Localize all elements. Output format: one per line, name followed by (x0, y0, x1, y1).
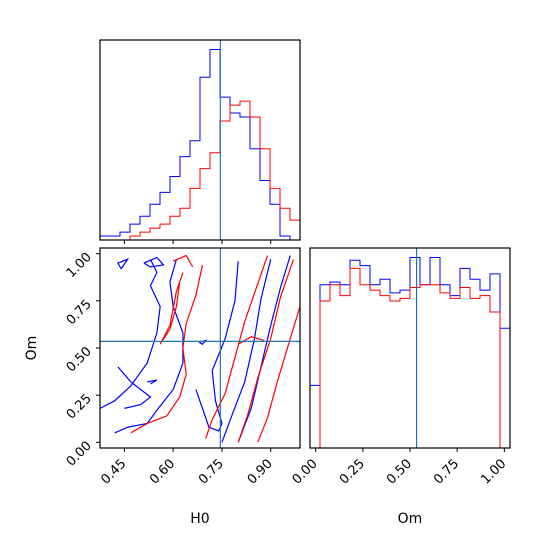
joint-x-tick-label-0: 0.45 (98, 456, 129, 487)
om-hist-x-tick-label-4: 1.00 (478, 456, 509, 487)
om-hist-x-tick-label-2: 0.50 (384, 456, 415, 487)
contour-series-2-level-6 (237, 336, 265, 345)
joint-y-tick-label-4: 1.00 (64, 250, 95, 281)
contour-series-1-level-7 (221, 259, 272, 443)
om-histogram-frame (309, 247, 511, 449)
joint-y-tick-label-3: 0.75 (64, 297, 95, 328)
contour-series-1-level-3 (117, 366, 152, 409)
contour-series-2-level-1 (130, 264, 204, 434)
contour-series-1-level-1 (100, 259, 161, 409)
joint-x-tick-label-3: 0.90 (245, 456, 276, 487)
joint-y-tick-label-2: 0.50 (64, 344, 95, 375)
contour-series-1-level-4 (117, 258, 130, 270)
contour-series-2-level-4 (237, 259, 295, 443)
joint-frame (99, 247, 301, 449)
contour-series-1-level-2 (114, 259, 184, 434)
h0-histogram-series-1 (100, 49, 300, 240)
joint-x-tick-label-2: 0.75 (196, 456, 227, 487)
joint-y-tick-label-1: 0.25 (64, 391, 95, 422)
contour-series-2-level-5 (257, 306, 300, 443)
h0-om-contour-panel: 0.45 0.60 0.75 0.90 0.00 0.25 0.50 0.75 1.00 (64, 247, 301, 488)
contour-series-2-level-3 (205, 255, 269, 439)
om-hist-x-tick-label-1: 0.25 (337, 456, 368, 487)
joint-x-tick-label-1: 0.60 (147, 456, 178, 487)
om-y-axis-label: Om (24, 336, 40, 361)
joint-y-tick-label-0: 0.00 (64, 439, 95, 470)
h0-axis-label: H0 (190, 511, 209, 527)
h0-histogram-series-2 (100, 100, 300, 240)
om-histogram-series-1 (310, 257, 510, 386)
contour-series-2-level-7 (172, 254, 194, 268)
contour-series-1-level-8 (237, 255, 291, 443)
h0-histogram-frame (99, 39, 301, 241)
contour-series-1-level-6 (195, 261, 239, 432)
om-hist-x-tick-label-3: 0.75 (431, 456, 462, 487)
om-histogram-series-2 (310, 267, 510, 448)
om-hist-x-tick-label-0: 0.00 (290, 456, 321, 487)
contour-series-1-level-5 (143, 256, 165, 268)
contour-series-1-level-10 (147, 379, 158, 385)
h0-histogram-panel (99, 39, 301, 244)
contour-series-2-level-2 (159, 272, 184, 345)
axis-labels: H0 Om Om (24, 336, 422, 527)
om-histogram-panel: 0.00 0.25 0.50 0.75 1.00 (290, 247, 511, 488)
om-axis-label: Om (398, 511, 423, 527)
